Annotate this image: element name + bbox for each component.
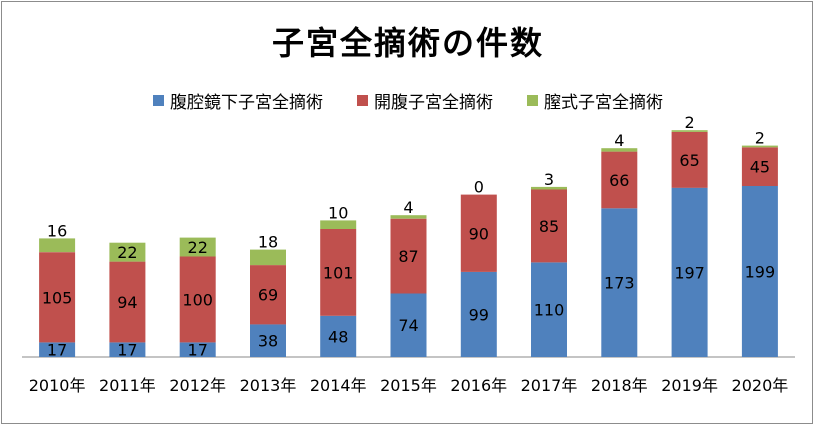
data-label: 87	[398, 247, 418, 266]
data-label: 17	[117, 341, 137, 360]
data-label: 65	[679, 151, 699, 170]
bar-segment	[320, 229, 357, 316]
data-label: 66	[609, 171, 629, 190]
data-label: 10	[328, 203, 348, 222]
data-label: 17	[188, 341, 208, 360]
bar-segment	[671, 130, 708, 132]
legend-label-open: 開腹子宮全摘術	[374, 92, 493, 113]
legend: 腹腔鏡下子宮全摘術 開腹子宮全摘術 膣式子宮全摘術	[0, 88, 816, 113]
data-label: 0	[474, 178, 484, 197]
bar-segment	[671, 187, 708, 357]
data-label: 90	[469, 224, 489, 243]
data-label: 48	[328, 327, 348, 346]
data-label: 4	[614, 131, 624, 150]
x-tick-label: 2018年	[591, 376, 648, 395]
bar-segment	[601, 208, 638, 357]
bar-segment	[39, 238, 76, 253]
data-label: 101	[323, 263, 354, 282]
bar-segment	[531, 186, 567, 190]
data-label: 17	[47, 341, 67, 360]
bar-segment	[179, 237, 216, 257]
data-label: 3	[544, 170, 554, 189]
x-tick-label: 2017年	[521, 376, 578, 395]
bar-segment	[531, 262, 567, 357]
bar-segment	[250, 324, 286, 357]
data-label: 22	[188, 238, 208, 257]
legend-item-vaginal: 膣式子宮全摘術	[527, 88, 663, 113]
x-tick-label: 2014年	[310, 376, 367, 395]
data-label: 45	[750, 158, 770, 177]
x-tick-label: 2015年	[380, 376, 437, 395]
data-label: 16	[47, 221, 67, 240]
data-label: 100	[182, 290, 213, 309]
bar-segment	[250, 249, 286, 266]
bar-segment	[109, 242, 146, 262]
bar-segment	[671, 131, 708, 188]
bar-segment	[601, 148, 638, 152]
data-label: 99	[469, 306, 489, 325]
legend-label-vaginal: 膣式子宮全摘術	[544, 92, 663, 113]
x-tick-label: 2019年	[661, 376, 718, 395]
bar-segment	[390, 215, 427, 219]
bar-segment	[39, 252, 76, 343]
data-label: 199	[745, 263, 776, 282]
data-label: 94	[117, 293, 137, 312]
bar-segment	[320, 315, 357, 357]
legend-swatch-open	[357, 94, 368, 106]
legend-swatch-laparoscopic	[153, 94, 164, 106]
bar-segment	[109, 342, 146, 357]
bar-segment	[390, 218, 427, 294]
data-label: 74	[398, 316, 418, 335]
x-tick-label: 2012年	[169, 376, 226, 395]
bar-segment	[741, 186, 778, 357]
data-label: 105	[42, 288, 73, 307]
bar-segment	[741, 145, 778, 148]
data-label: 38	[258, 332, 278, 351]
data-label: 69	[258, 286, 278, 305]
bar-segment	[250, 265, 286, 325]
legend-label-laparoscopic: 腹腔鏡下子宮全摘術	[170, 92, 323, 113]
bar-segment	[39, 342, 76, 357]
x-tick-label: 2010年	[29, 376, 86, 395]
x-tick-label: 2016年	[450, 376, 507, 395]
data-label: 2	[755, 129, 765, 148]
data-label: 4	[403, 198, 413, 217]
legend-swatch-vaginal	[527, 94, 538, 106]
bar-segment	[390, 293, 427, 357]
bar-segment	[320, 220, 357, 229]
data-label: 18	[258, 233, 278, 252]
bar-segment	[531, 189, 567, 263]
x-tick-label: 2013年	[240, 376, 297, 395]
bar-segment	[460, 271, 497, 357]
data-label: 173	[604, 274, 635, 293]
bar-segment	[601, 151, 638, 209]
chart-title: 子宮全摘術の件数	[271, 24, 544, 62]
legend-item-open: 開腹子宮全摘術	[357, 88, 493, 113]
data-label: 2	[685, 113, 695, 132]
x-tick-label: 2020年	[732, 376, 789, 395]
bar-segment	[741, 147, 778, 186]
bar-segment	[179, 342, 216, 357]
data-label: 22	[117, 243, 137, 262]
bar-segment	[109, 261, 146, 343]
x-tick-label: 2011年	[99, 376, 156, 395]
bar-segment	[460, 194, 497, 272]
data-label: 197	[674, 263, 705, 282]
bar-segment	[179, 256, 216, 343]
data-label: 85	[539, 217, 559, 236]
legend-item-laparoscopic: 腹腔鏡下子宮全摘術	[153, 88, 323, 113]
data-label: 110	[534, 301, 565, 320]
